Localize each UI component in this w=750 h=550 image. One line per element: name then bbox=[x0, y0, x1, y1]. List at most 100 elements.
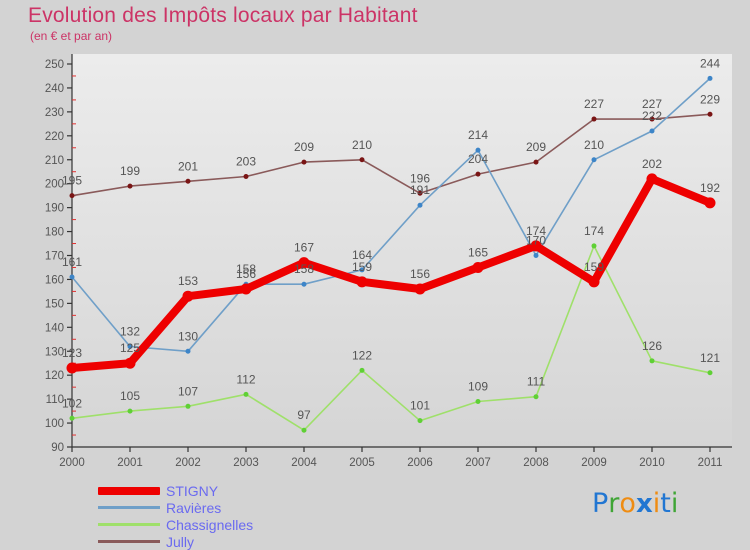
y-axis-tick-label: 140 bbox=[45, 322, 64, 334]
logo-letter: i bbox=[670, 488, 679, 519]
data-point-label: 244 bbox=[700, 56, 720, 70]
legend-label: STIGNY bbox=[166, 482, 219, 499]
legend-label: Chassignelles bbox=[166, 516, 254, 533]
data-point bbox=[533, 253, 539, 258]
data-point bbox=[417, 418, 423, 424]
data-point-label: 107 bbox=[178, 384, 198, 398]
data-point bbox=[301, 159, 307, 165]
plot-area-background bbox=[72, 54, 732, 449]
y-axis-tick-label: 240 bbox=[45, 83, 64, 95]
data-point bbox=[588, 276, 600, 288]
data-point bbox=[649, 128, 655, 134]
data-point bbox=[591, 157, 597, 163]
x-axis-tick-label: 2006 bbox=[407, 457, 433, 469]
data-point-label: 159 bbox=[584, 260, 604, 274]
data-point bbox=[301, 427, 307, 433]
data-point-label: 102 bbox=[62, 396, 82, 410]
data-point bbox=[298, 257, 310, 269]
data-point bbox=[414, 283, 426, 295]
data-point-label: 196 bbox=[410, 171, 430, 185]
legend-swatch bbox=[98, 523, 160, 526]
data-point bbox=[530, 240, 542, 252]
x-axis-tick-label: 2010 bbox=[639, 457, 665, 469]
data-point bbox=[649, 116, 655, 122]
data-point-label: 125 bbox=[120, 341, 140, 355]
logo-letter: o bbox=[619, 488, 636, 519]
data-point-label: 97 bbox=[297, 408, 311, 422]
x-axis-tick-label: 2000 bbox=[59, 457, 85, 469]
data-point-label: 195 bbox=[62, 174, 82, 188]
y-axis-tick-label: 160 bbox=[45, 274, 64, 286]
data-point-label: 153 bbox=[178, 274, 198, 288]
data-point-label: 204 bbox=[468, 152, 488, 166]
data-point bbox=[591, 243, 597, 249]
data-point-label: 109 bbox=[468, 380, 488, 394]
series-line bbox=[71, 113, 711, 197]
series-line bbox=[71, 77, 711, 353]
logo-letter: i bbox=[652, 488, 661, 519]
y-axis-tick-label: 220 bbox=[45, 131, 64, 143]
legend-item-stigny[interactable]: STIGNY bbox=[98, 482, 253, 499]
data-point bbox=[533, 159, 539, 165]
data-point bbox=[417, 202, 423, 208]
data-point-label: 203 bbox=[236, 155, 256, 169]
y-axis-tick-label: 130 bbox=[45, 346, 64, 358]
legend-swatch bbox=[98, 540, 160, 543]
data-point bbox=[69, 193, 75, 199]
logo-letter: x bbox=[635, 489, 653, 519]
data-point-label: 105 bbox=[120, 389, 140, 403]
data-point bbox=[417, 190, 423, 196]
legend-item-ravières[interactable]: Ravières bbox=[98, 499, 253, 516]
y-axis-tick-label: 200 bbox=[45, 179, 64, 191]
data-point bbox=[185, 403, 191, 409]
data-point-label: 210 bbox=[352, 138, 372, 152]
data-point-label: 191 bbox=[410, 183, 430, 197]
data-point-label: 123 bbox=[62, 346, 82, 360]
data-point-label: 209 bbox=[294, 140, 314, 154]
y-axis-tick-label: 250 bbox=[45, 59, 64, 71]
data-point-label: 132 bbox=[120, 324, 140, 338]
data-point-label: 112 bbox=[236, 372, 255, 386]
y-axis-tick-label: 120 bbox=[45, 370, 64, 382]
data-point bbox=[301, 281, 307, 287]
x-axis-tick-label: 2007 bbox=[465, 457, 491, 469]
data-point-label: 158 bbox=[294, 262, 314, 276]
series-jully bbox=[69, 111, 713, 199]
data-point-label: 164 bbox=[352, 248, 372, 262]
data-point bbox=[243, 391, 249, 397]
logo-letter: P bbox=[592, 488, 609, 519]
data-point-label: 201 bbox=[178, 159, 198, 173]
data-point bbox=[127, 343, 133, 349]
y-axis-tick-label: 170 bbox=[45, 251, 64, 263]
data-point-label: 158 bbox=[236, 262, 256, 276]
data-point bbox=[472, 261, 484, 273]
data-point bbox=[475, 171, 481, 177]
data-point-label: 111 bbox=[527, 375, 546, 389]
data-point-label: 214 bbox=[468, 128, 488, 142]
legend-item-jully[interactable]: Jully bbox=[98, 533, 253, 550]
logo-letter: r bbox=[608, 488, 620, 519]
data-point-label: 192 bbox=[700, 181, 720, 195]
y-axis-tick-label: 230 bbox=[45, 107, 64, 119]
data-point-label: 209 bbox=[526, 140, 546, 154]
data-point bbox=[533, 394, 539, 400]
legend-swatch bbox=[98, 486, 160, 495]
data-point bbox=[240, 283, 252, 295]
data-point bbox=[127, 408, 133, 414]
data-point-label: 165 bbox=[468, 245, 488, 259]
data-point bbox=[475, 399, 481, 405]
data-point-label: 121 bbox=[700, 351, 720, 365]
data-point-label: 227 bbox=[642, 97, 662, 111]
y-axis-tick-label: 90 bbox=[51, 442, 64, 454]
legend-label: Ravières bbox=[166, 499, 222, 516]
data-point bbox=[243, 174, 249, 180]
data-point-label: 222 bbox=[642, 109, 662, 123]
x-axis-tick-label: 2002 bbox=[175, 457, 201, 469]
x-axis-tick-label: 2008 bbox=[523, 457, 549, 469]
data-point bbox=[69, 415, 75, 421]
chart-legend: STIGNY Ravières Chassignelles Jully bbox=[98, 482, 253, 550]
data-point-label: 126 bbox=[642, 339, 662, 353]
data-point-label: 156 bbox=[236, 267, 256, 281]
legend-item-chassignelles[interactable]: Chassignelles bbox=[98, 516, 253, 533]
y-axis-tick-label: 190 bbox=[45, 203, 64, 215]
